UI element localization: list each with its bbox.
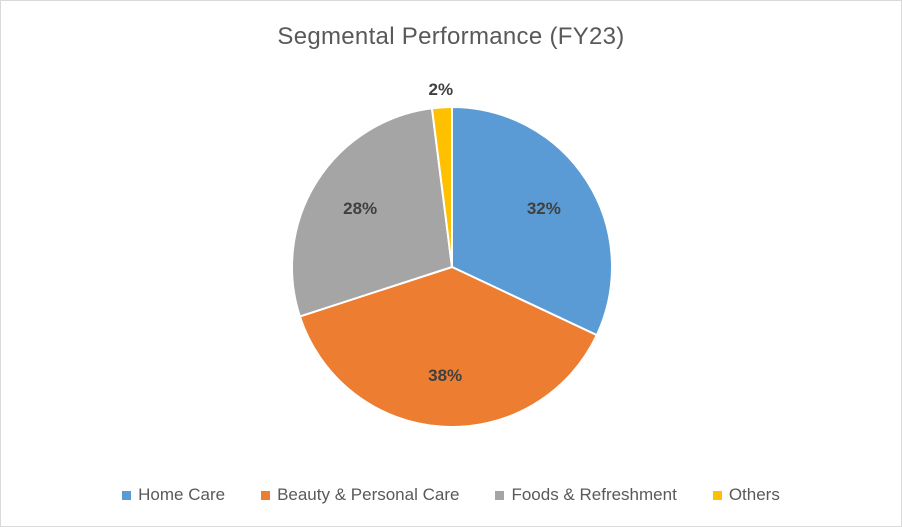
- data-label-home-care: 32%: [527, 199, 561, 218]
- chart-title: Segmental Performance (FY23): [277, 23, 625, 50]
- legend: Home Care Beauty & Personal Care Foods &…: [1, 485, 901, 505]
- legend-label: Home Care: [138, 485, 226, 504]
- legend-swatch: [122, 490, 132, 500]
- slice-home-care: [451, 105, 613, 337]
- legend-label: Foods & Refreshment: [511, 485, 677, 504]
- data-label-foods-refreshment: 28%: [343, 199, 377, 218]
- legend-swatch: [495, 490, 505, 500]
- legend-item-others: Others: [712, 485, 780, 505]
- legend-label: Beauty & Personal Care: [277, 485, 460, 504]
- legend-swatch: [712, 490, 722, 500]
- legend-item-foods-refreshment: Foods & Refreshment: [495, 485, 677, 505]
- slice-beauty-personal-care: [298, 265, 599, 428]
- legend-label: Others: [728, 485, 780, 504]
- slice-foods-refreshment: [291, 107, 454, 318]
- data-label-beauty-personal-care: 38%: [428, 366, 462, 385]
- slice-others: [430, 105, 453, 268]
- data-label-others: 2%: [429, 80, 454, 99]
- legend-item-beauty-personal-care: Beauty & Personal Care: [261, 485, 459, 505]
- legend-swatch: [261, 490, 271, 500]
- legend-item-home-care: Home Care: [122, 485, 225, 505]
